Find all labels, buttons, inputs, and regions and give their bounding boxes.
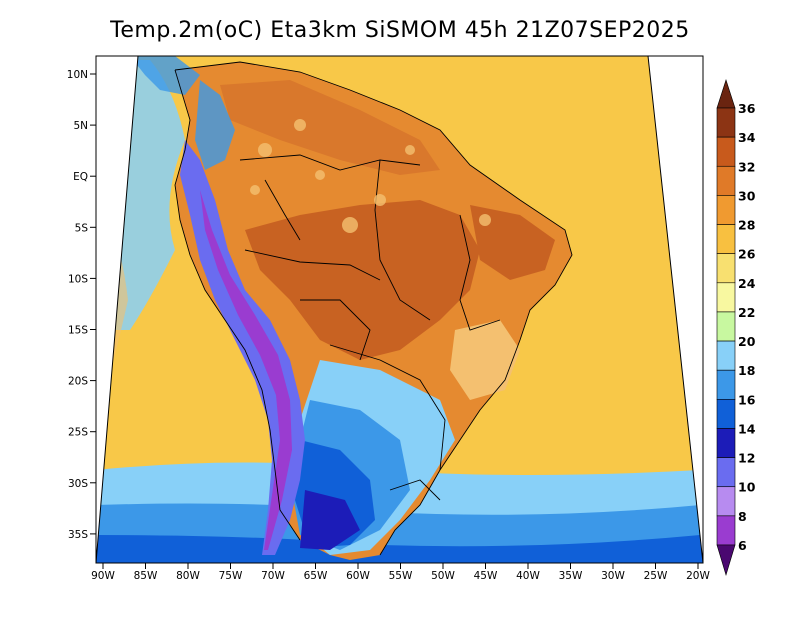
north-hot (220, 80, 440, 175)
colorbar-label: 8 (738, 509, 747, 524)
colorbar-label: 34 (738, 130, 756, 145)
colorbar-segment (716, 340, 736, 371)
colorbar: 6 8 10 12 14 16 18 20 22 24 26 28 30 32 34 36 (716, 79, 756, 577)
colorbar-label: 36 (738, 101, 756, 116)
country-borders (174, 61, 573, 556)
latitude-axis: 10N 5N EQ 5S 10S 15S 20S 25S 30S 35S (67, 69, 96, 541)
colorbar-segment (716, 107, 736, 138)
colorbar-label: 30 (738, 188, 756, 203)
colorbar-segment (716, 399, 736, 429)
plot-box (95, 55, 704, 564)
colorbar-label: 28 (738, 218, 755, 233)
colorbar-segment (716, 457, 736, 488)
lat-label: 15S (68, 325, 88, 337)
colorbar-label: 16 (738, 392, 756, 407)
lat-label: 10S (68, 273, 88, 285)
lon-label: 60W (346, 570, 370, 582)
continent-hot-core (245, 200, 480, 360)
lat-label: 20S (68, 376, 88, 388)
lon-label: 75W (219, 570, 243, 582)
lon-label: 35W (559, 570, 583, 582)
colorbar-label: 32 (738, 159, 755, 174)
lat-label: 5N (73, 120, 88, 132)
lon-label: 50W (431, 570, 455, 582)
lon-label: 30W (601, 570, 625, 582)
lon-label: 55W (389, 570, 413, 582)
lon-label: 85W (134, 570, 158, 582)
colorbar-segment (716, 369, 736, 400)
colorbar-segment (716, 515, 736, 546)
central-america (130, 56, 200, 95)
colorbar-segment (716, 136, 736, 167)
colorbar-label: 6 (738, 538, 747, 553)
colorbar-segment (716, 311, 736, 342)
andes-north (195, 80, 235, 170)
colorbar-segment (716, 165, 736, 196)
lat-label: 35S (68, 529, 88, 541)
colorbar-segment (716, 224, 736, 254)
cold-ocean-band-3 (96, 535, 703, 563)
longitude-axis: 90W 85W 80W 75W 70W 65W 60W 55W 50W 45W 40W 35W 30W 2… (91, 563, 710, 582)
lat-label: EQ (73, 171, 88, 183)
colorbar-high-arrow (716, 79, 736, 109)
andes-coldest (200, 190, 292, 550)
colorbar-label: 26 (738, 247, 756, 262)
lon-label: 20W (686, 570, 710, 582)
colorbar-segment (716, 486, 736, 517)
colorbar-label: 18 (738, 363, 755, 378)
colorbar-low-arrow (716, 544, 736, 577)
lon-label: 40W (516, 570, 540, 582)
lon-label: 70W (261, 570, 285, 582)
northeast-hot (470, 205, 555, 280)
lat-label: 30S (68, 478, 88, 490)
lat-label: 5S (75, 222, 89, 234)
colorbar-label: 22 (738, 305, 755, 320)
colorbar-label: 24 (738, 276, 756, 291)
lat-label: 10N (67, 69, 88, 81)
colorbar-label: 14 (738, 421, 756, 436)
hot-spots (250, 119, 491, 233)
lon-label: 25W (644, 570, 668, 582)
brazil-highland (450, 320, 520, 400)
lon-label: 80W (176, 570, 200, 582)
lon-label: 90W (91, 570, 115, 582)
colorbar-label: 10 (738, 480, 756, 495)
colorbar-label: 12 (738, 451, 755, 466)
colorbar-segment (716, 253, 736, 284)
colorbar-label: 20 (738, 334, 756, 349)
lon-label: 45W (474, 570, 498, 582)
map-area (96, 56, 703, 563)
colorbar-segment (716, 195, 736, 225)
map-title: Temp.2m(oC) Eta3km SiSMOM 45h 21Z07SEP20… (110, 18, 690, 43)
south-cool-4 (300, 490, 360, 550)
lon-label: 65W (304, 570, 328, 582)
lat-label: 25S (68, 427, 88, 439)
colorbar-segment (716, 428, 736, 458)
colorbar-segment (716, 282, 736, 313)
